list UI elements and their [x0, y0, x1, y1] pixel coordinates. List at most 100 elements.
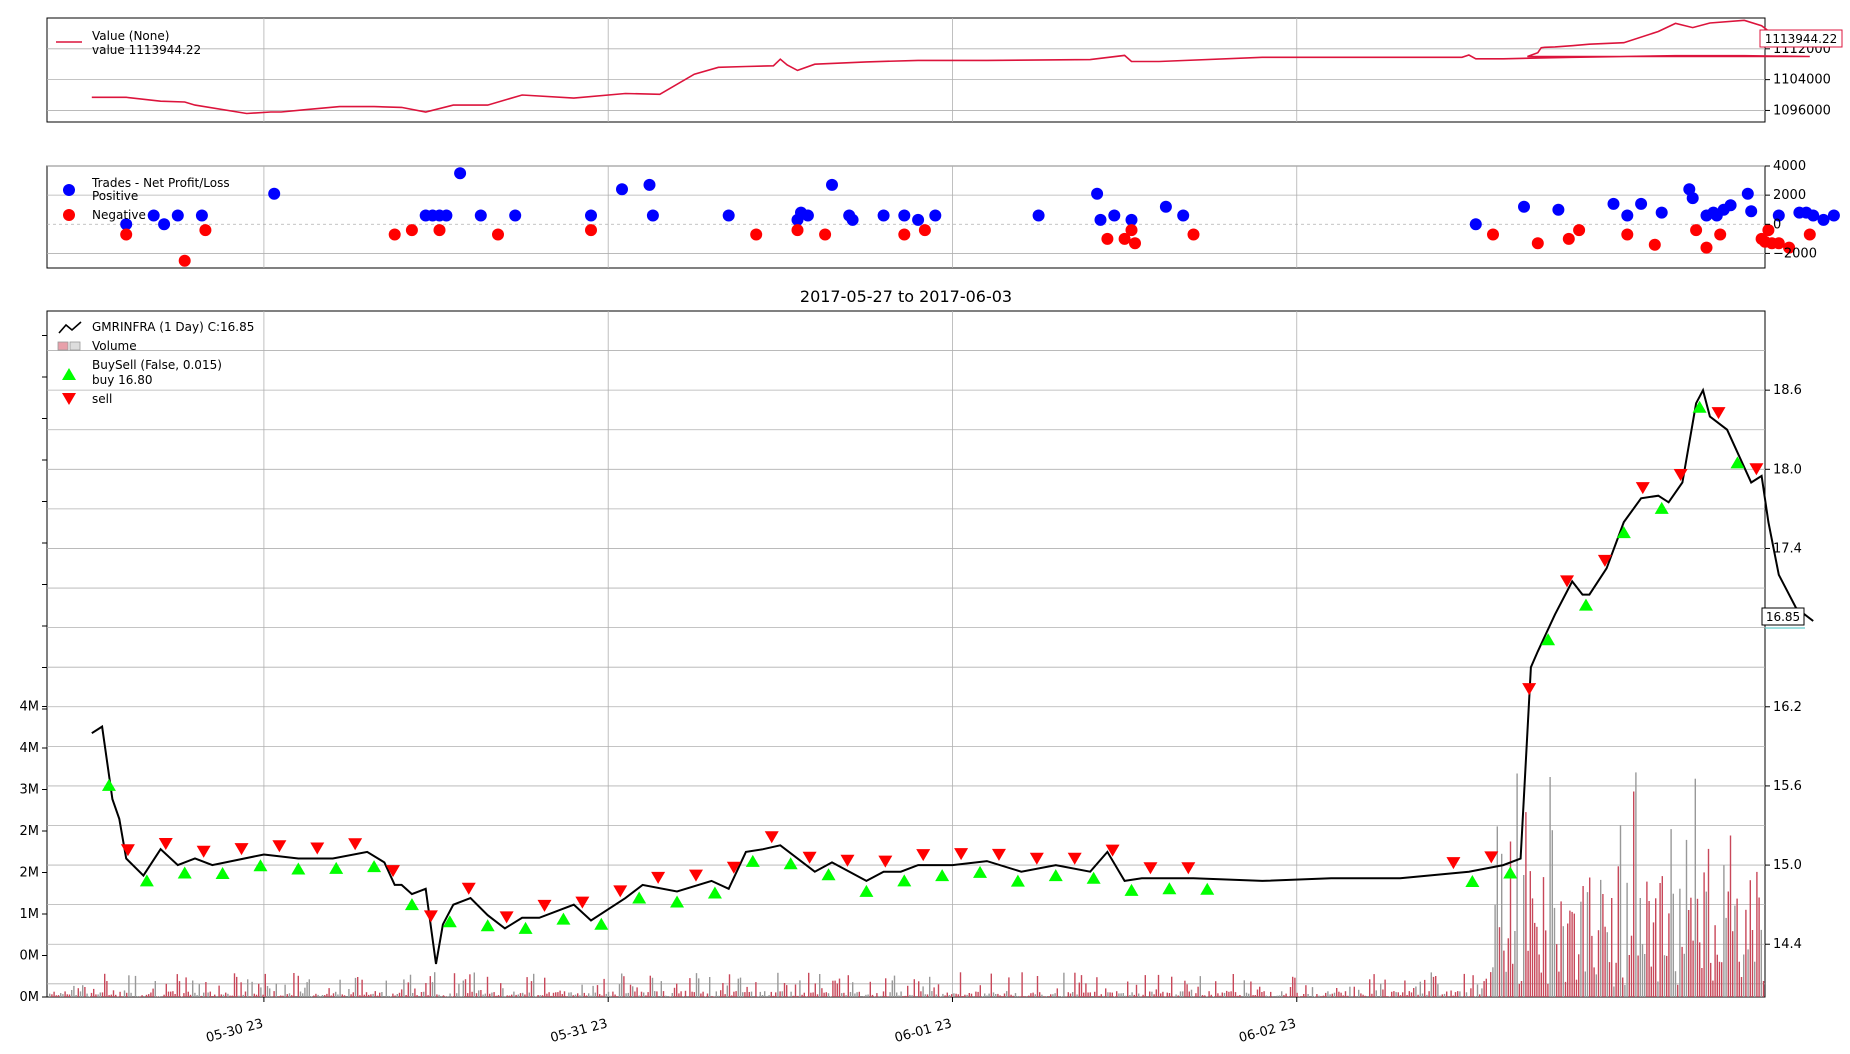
volume-bar — [306, 982, 307, 997]
volume-bar — [1708, 849, 1709, 997]
volume-bar — [1338, 992, 1339, 997]
volume-bar — [339, 980, 340, 997]
volume-bar — [799, 980, 800, 997]
volume-bar — [471, 992, 472, 997]
volume-bar — [749, 992, 750, 997]
volume-bar — [328, 988, 329, 997]
volume-bar — [1433, 977, 1434, 997]
volume-bar — [1336, 988, 1337, 997]
volume-bar — [1008, 977, 1009, 997]
volume-bar — [1459, 991, 1460, 997]
volume-bar — [1316, 994, 1317, 997]
trade-negative-point — [1714, 229, 1726, 241]
volume-bar — [1332, 994, 1333, 997]
volume-bar — [680, 991, 681, 997]
volume-bar — [1263, 991, 1264, 997]
volume-bar — [555, 992, 556, 997]
volume-bar — [630, 985, 631, 997]
volume-bar — [1318, 996, 1319, 997]
volume-bar — [1728, 892, 1729, 998]
volume-bar — [243, 995, 244, 997]
volume-bar — [1395, 992, 1396, 997]
volume-bar — [135, 976, 136, 997]
volume-bar — [918, 981, 919, 997]
volume-bar — [403, 979, 404, 997]
volume-bar — [1673, 894, 1674, 997]
price-panel: 2017-05-27 to 2017-06-03 14.415.015.616.… — [20, 287, 1814, 1046]
volume-bar — [1142, 995, 1143, 997]
volume-bar — [885, 978, 886, 997]
volume-bar — [1701, 968, 1702, 997]
volume-bar — [502, 988, 503, 997]
volume-bar — [1006, 991, 1007, 997]
volume-bar — [951, 994, 952, 997]
volume-bar — [1123, 993, 1124, 997]
volume-bar — [1475, 996, 1476, 997]
volume-bar — [60, 993, 61, 997]
volume-bar — [1129, 995, 1130, 997]
volume-bar — [1371, 994, 1372, 997]
volume-bar — [359, 995, 360, 997]
volume-bar — [1098, 996, 1099, 997]
volume-bar — [1162, 992, 1163, 997]
volume-bar — [903, 996, 904, 997]
volume-bar — [1048, 996, 1049, 997]
volume-bar — [1719, 962, 1720, 997]
volume-bar — [1580, 902, 1581, 997]
volume-bar — [436, 994, 437, 997]
volume-bar — [1591, 936, 1592, 997]
volume-bar — [113, 990, 114, 997]
trades-y-tick-label: 2000 — [1773, 188, 1806, 203]
volume-bar — [399, 993, 400, 997]
volume-bar — [1626, 883, 1627, 997]
volume-bar — [1076, 995, 1077, 998]
volume-bar — [1376, 990, 1377, 997]
volume-bar — [225, 993, 226, 997]
trades-y-tick-label: −2000 — [1773, 246, 1817, 261]
volume-bar — [185, 977, 186, 997]
volume-bar — [779, 991, 780, 997]
volume-bar — [205, 982, 206, 997]
trade-positive-point — [1160, 201, 1172, 213]
trade-positive-point — [196, 210, 208, 222]
volume-bar — [1576, 980, 1577, 997]
volume-bar — [1541, 973, 1542, 997]
volume-bar — [907, 986, 908, 997]
trade-positive-point — [826, 179, 838, 191]
volume-bar — [1160, 993, 1161, 997]
trade-positive-point — [148, 210, 160, 222]
volume-bar — [337, 995, 338, 998]
price-x-tick-label: 06-01 23 — [893, 1016, 953, 1046]
volume-bar — [958, 994, 959, 997]
volume-bar — [273, 991, 274, 997]
volume-bar — [1206, 996, 1207, 997]
volume-bar — [1178, 996, 1179, 998]
volume-bar — [1686, 840, 1687, 997]
volume-bar — [1470, 988, 1471, 997]
volume-bar — [311, 996, 312, 997]
volume-bar — [267, 986, 268, 997]
volume-bar — [1565, 982, 1566, 997]
volume-bar — [980, 985, 981, 997]
volume-bar — [709, 977, 710, 997]
trades-legend-negative: Negative — [92, 208, 146, 222]
volume-bar — [1072, 992, 1073, 997]
volume-bar — [1259, 987, 1260, 997]
price-y-tick-label: 14.4 — [1773, 937, 1802, 952]
volume-bar — [1415, 987, 1416, 998]
trade-positive-point — [475, 210, 487, 222]
volume-bar — [394, 996, 395, 998]
volume-bar — [1173, 996, 1174, 997]
volume-bar — [124, 990, 125, 997]
volume-bar — [416, 995, 417, 997]
volume-bar — [498, 995, 499, 997]
volume-bar — [144, 996, 145, 997]
volume-bar — [333, 993, 334, 997]
volume-bar — [1571, 912, 1572, 997]
volume-bar — [718, 996, 719, 997]
volume-bar — [1589, 878, 1590, 998]
volume-bar — [711, 996, 712, 997]
volume-bar — [432, 982, 433, 997]
volume-bar — [1329, 994, 1330, 997]
volume-bar — [1745, 910, 1746, 997]
